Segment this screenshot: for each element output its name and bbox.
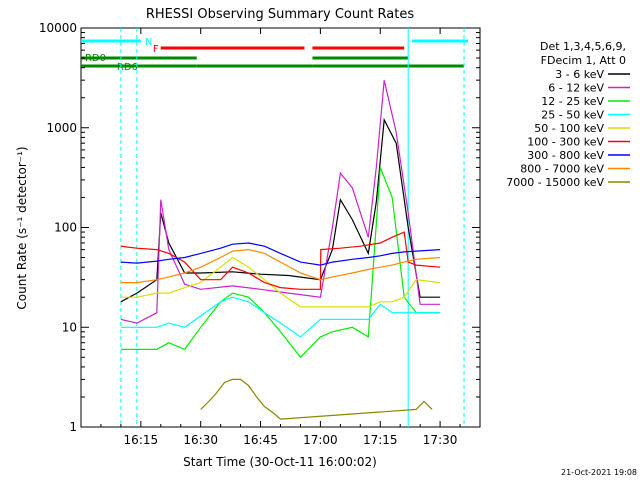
series-line xyxy=(120,296,441,338)
x-tick-label: 17:30 xyxy=(423,433,458,447)
x-tick-label: 16:45 xyxy=(243,433,278,447)
series-line xyxy=(120,80,441,324)
legend-entry-label: 6 - 12 keV xyxy=(548,82,604,95)
y-axis-ticks: 1 10 100 1000 10000 xyxy=(39,21,480,434)
x-tick-label: 17:15 xyxy=(363,433,398,447)
series-line xyxy=(120,248,441,284)
legend-entry-label: 50 - 100 keV xyxy=(534,122,604,135)
series-line xyxy=(120,256,441,308)
rd6-flag-label: RD6 xyxy=(117,62,138,73)
chart-title: RHESSI Observing Summary Count Rates xyxy=(146,7,415,22)
series-line xyxy=(200,378,433,420)
series-group xyxy=(120,80,441,420)
plot-area xyxy=(80,27,481,428)
footer-date: 21-Oct-2021 19:08 xyxy=(561,468,637,477)
y-tick-label: 10 xyxy=(62,320,77,334)
series-line xyxy=(120,167,441,359)
legend-entry-label: 300 - 800 keV xyxy=(527,149,604,162)
y-tick-label: 100 xyxy=(54,221,77,235)
plot-frame xyxy=(80,27,481,428)
flare-flag-label: F xyxy=(153,44,159,55)
x-tick-label: 16:30 xyxy=(183,433,218,447)
rd0-flag-label: RD0 xyxy=(85,53,106,64)
y-tick-label: 10000 xyxy=(39,21,77,35)
series-line xyxy=(120,117,441,303)
legend: Det 1,3,4,5,6,9, FDecim 1, Att 0 3 - 6 k… xyxy=(506,40,630,189)
y-tick-label: 1 xyxy=(69,420,77,434)
legend-entry-label: 3 - 6 keV xyxy=(555,68,604,81)
x-axis-ticks: 16:15 16:30 16:45 17:00 17:15 17:30 xyxy=(100,28,461,447)
night-flag-label: N xyxy=(145,37,152,48)
legend-header-line-2: FDecim 1, Att 0 xyxy=(541,54,626,67)
x-tick-label: 16:15 xyxy=(124,433,159,447)
legend-entry-label: 800 - 7000 keV xyxy=(520,163,604,176)
y-tick-label: 1000 xyxy=(46,121,77,135)
legend-header-line-1: Det 1,3,4,5,6,9, xyxy=(540,40,626,53)
y-axis-label: Count Rate (s⁻¹ detector⁻¹) xyxy=(15,146,29,309)
legend-entry-label: 100 - 300 keV xyxy=(527,136,604,149)
legend-entry-label: 7000 - 15000 keV xyxy=(506,176,604,189)
series-line xyxy=(120,242,441,266)
x-tick-label: 17:00 xyxy=(303,433,338,447)
legend-entry-label: 25 - 50 keV xyxy=(541,109,604,122)
x-axis-label: Start Time (30-Oct-11 16:00:02) xyxy=(183,455,377,469)
series-line xyxy=(120,231,441,290)
legend-entry-label: 12 - 25 keV xyxy=(541,95,604,108)
